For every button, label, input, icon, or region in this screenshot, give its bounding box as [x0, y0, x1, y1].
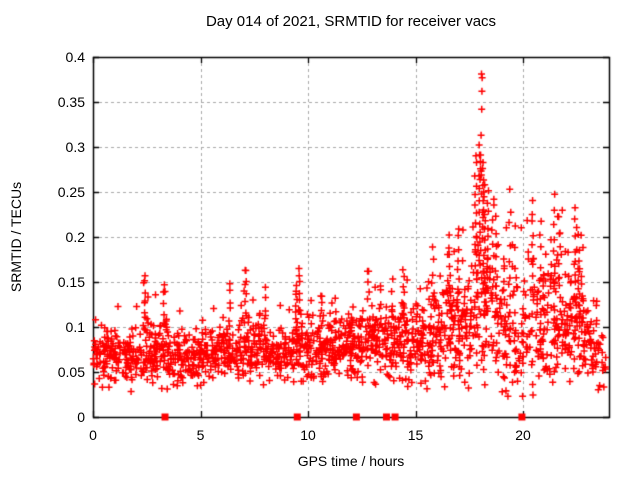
y-tick-label: 0.05 [57, 363, 85, 380]
y-tick-label: 0 [77, 408, 85, 425]
x-tick-label: 5 [196, 427, 205, 443]
y-tick-label: 0.2 [65, 228, 85, 245]
x-tick-label: 15 [407, 427, 424, 443]
y-axis-label-container: SRMTID / TECUs [2, 57, 30, 417]
y-tick-label: 0.15 [57, 273, 85, 290]
x-tick-label: 0 [89, 427, 97, 443]
y-tick-label: 0.25 [57, 183, 85, 200]
x-tick-label: 10 [300, 427, 316, 443]
x-axis-label: GPS time / hours [297, 453, 405, 469]
y-axis-label: SRMTID / TECUs [8, 181, 25, 293]
x-tick-label: 20 [515, 427, 531, 443]
y-tick-label: 0.35 [57, 93, 85, 110]
chart-title: Day 014 of 2021, SRMTID for receiver vac… [205, 13, 497, 30]
y-tick-label: 0.3 [65, 138, 85, 155]
y-tick-label: 0.1 [65, 318, 85, 335]
y-tick-label: 0.4 [65, 48, 85, 65]
